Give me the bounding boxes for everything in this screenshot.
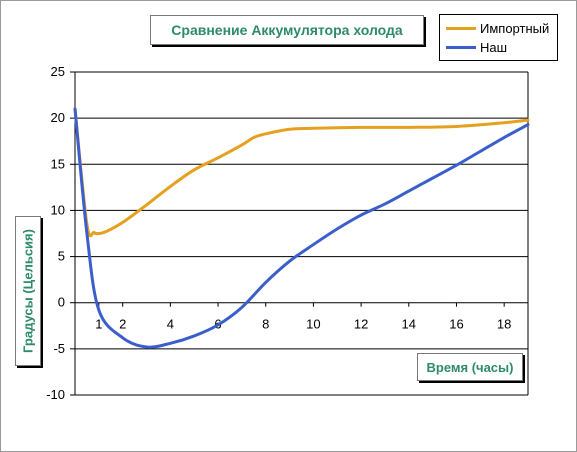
legend: Импортный Наш [439, 14, 558, 61]
x-tick-label: 4 [167, 317, 174, 332]
y-tick-label: 0 [58, 295, 65, 310]
y-tick-label: 25 [51, 64, 65, 79]
y-tick-label: -5 [53, 341, 65, 356]
x-tick-label: 14 [402, 317, 416, 332]
x-tick-labels: 1 2 4 6 8 10 12 14 16 18 [95, 317, 511, 332]
x-axis-title-text: Время (часы) [426, 359, 514, 375]
x-tick-label: 8 [262, 317, 269, 332]
axes [70, 71, 529, 396]
y-tick-label: 10 [51, 202, 65, 217]
y-tick-label: 5 [58, 249, 65, 264]
chart-title-text: Сравнение Аккумулятора холода [171, 22, 403, 38]
chart-title: Сравнение Аккумулятора холода [150, 15, 424, 45]
x-tick-label: 2 [119, 317, 126, 332]
gridlines [75, 71, 528, 396]
y-tick-label: -10 [46, 387, 65, 402]
legend-label-ours: Наш [480, 39, 508, 55]
y-tick-label: 20 [51, 110, 65, 125]
legend-item-ours: Наш [446, 38, 507, 56]
y-tick-labels: 25 20 15 10 5 0 -5 -10 [46, 64, 65, 402]
x-tick-label: 1 [95, 317, 102, 332]
series-line-imported [73, 107, 530, 238]
x-tick-label: 18 [497, 317, 511, 332]
y-axis-title-text: Градусы (Цельсия) [20, 229, 36, 353]
x-axis-title: Время (часы) [417, 353, 523, 381]
x-tick-label: 16 [449, 317, 463, 332]
legend-swatch-imported [446, 26, 476, 30]
legend-label-imported: Импортный [480, 20, 550, 36]
y-tick-label: 15 [51, 156, 65, 171]
legend-swatch-ours [446, 45, 476, 49]
y-axis-title: Градусы (Цельсия) [15, 216, 41, 366]
data-series [73, 107, 530, 349]
x-tick-label: 12 [354, 317, 368, 332]
legend-item-imported: Импортный [446, 19, 549, 37]
series-line-ours [73, 107, 530, 349]
x-tick-label: 10 [306, 317, 320, 332]
